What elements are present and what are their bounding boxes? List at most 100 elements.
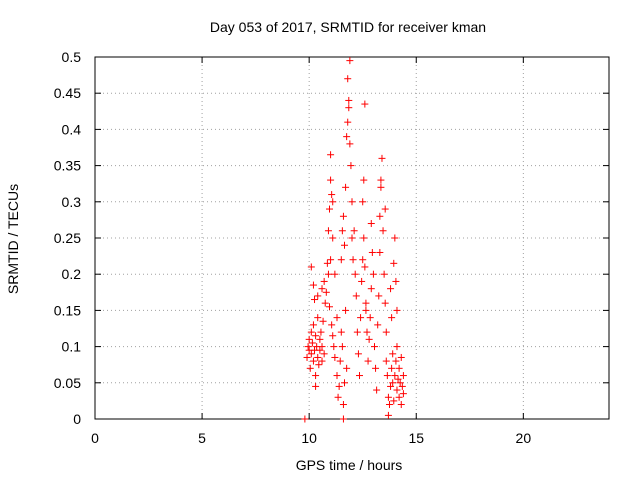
data-point [312,382,320,390]
data-point [316,335,324,343]
data-point [331,353,339,361]
data-point [393,386,401,394]
data-point [333,372,341,380]
y-tick-label: 0.2 [62,266,82,282]
data-point [389,350,397,358]
axis-ticks: 0 5 10 15 20 0 0.05 0.1 0.15 0.2 0.25 0.3 0.35 0.4 0.4… [54,49,609,446]
y-axis-label: SRMTID / TECUs [5,184,21,294]
data-point [381,299,389,307]
data-point [399,372,407,380]
data-point [308,339,316,347]
y-tick-label: 0.1 [62,339,82,355]
data-point [392,357,400,365]
data-point [351,270,359,278]
y-tick-label: 0.15 [54,302,81,318]
data-point [311,296,319,304]
data-point [355,372,363,380]
data-point [347,162,355,170]
data-point [315,361,323,369]
data-point [378,154,386,162]
data-point [336,357,344,365]
data-point [367,220,375,228]
data-point [326,205,334,213]
data-point [341,241,349,249]
data-point [382,357,390,365]
data-point [367,285,375,293]
data-point [395,393,403,401]
data-point [369,270,377,278]
data-point [330,343,338,351]
data-point [387,285,395,293]
data-point [361,100,369,108]
data-point [362,299,370,307]
data-point [307,350,315,358]
y-tick-label: 0.45 [54,85,81,101]
data-point [328,321,336,329]
data-point [322,288,330,296]
data-point [345,96,353,104]
data-point [360,176,368,184]
data-point [365,335,373,343]
data-point [329,234,337,242]
data-point [397,353,405,361]
data-point [391,234,399,242]
data-point [314,314,322,322]
data-point [312,332,320,340]
data-point [379,227,387,235]
data-point [323,259,331,267]
data-point [331,270,339,278]
data-point [339,212,347,220]
x-tick-label: 10 [301,430,317,446]
x-tick-label: 0 [91,430,99,446]
data-point [327,256,335,264]
y-tick-label: 0 [73,411,81,427]
y-tick-label: 0.05 [54,375,81,391]
data-point [370,343,378,351]
x-tick-label: 15 [408,430,424,446]
data-point [377,176,385,184]
data-point [384,393,392,401]
data-point [334,393,342,401]
data-point [342,183,350,191]
data-point [359,198,367,206]
data-point [324,227,332,235]
data-point [374,321,382,329]
y-tick-label: 0.35 [54,158,81,174]
data-point [314,292,322,300]
data-point [307,263,315,271]
data-point [393,306,401,314]
data-point [399,390,407,398]
data-point [391,372,399,380]
data-point [342,306,350,314]
data-point [337,256,345,264]
data-point [362,306,370,314]
data-point [327,151,335,159]
data-point [388,364,396,372]
data-point [309,357,317,365]
data-point [327,176,335,184]
data-point [305,335,313,343]
data-point [354,350,362,358]
data-point [375,292,383,300]
x-tick-label: 20 [516,430,532,446]
data-point [337,328,345,336]
data-point [320,350,328,358]
data-point [373,386,381,394]
data-point [357,314,365,322]
data-point [390,259,398,267]
data-point [328,191,336,199]
data-point [306,364,314,372]
data-point [384,411,392,419]
data-point [309,281,317,289]
data-point [397,401,405,409]
data-point [321,299,329,307]
data-point [361,263,369,271]
data-point [338,227,346,235]
data-series [301,57,407,423]
data-point [344,118,352,126]
data-point [316,346,324,354]
data-point [392,277,400,285]
data-point [350,227,358,235]
data-point [385,401,393,409]
